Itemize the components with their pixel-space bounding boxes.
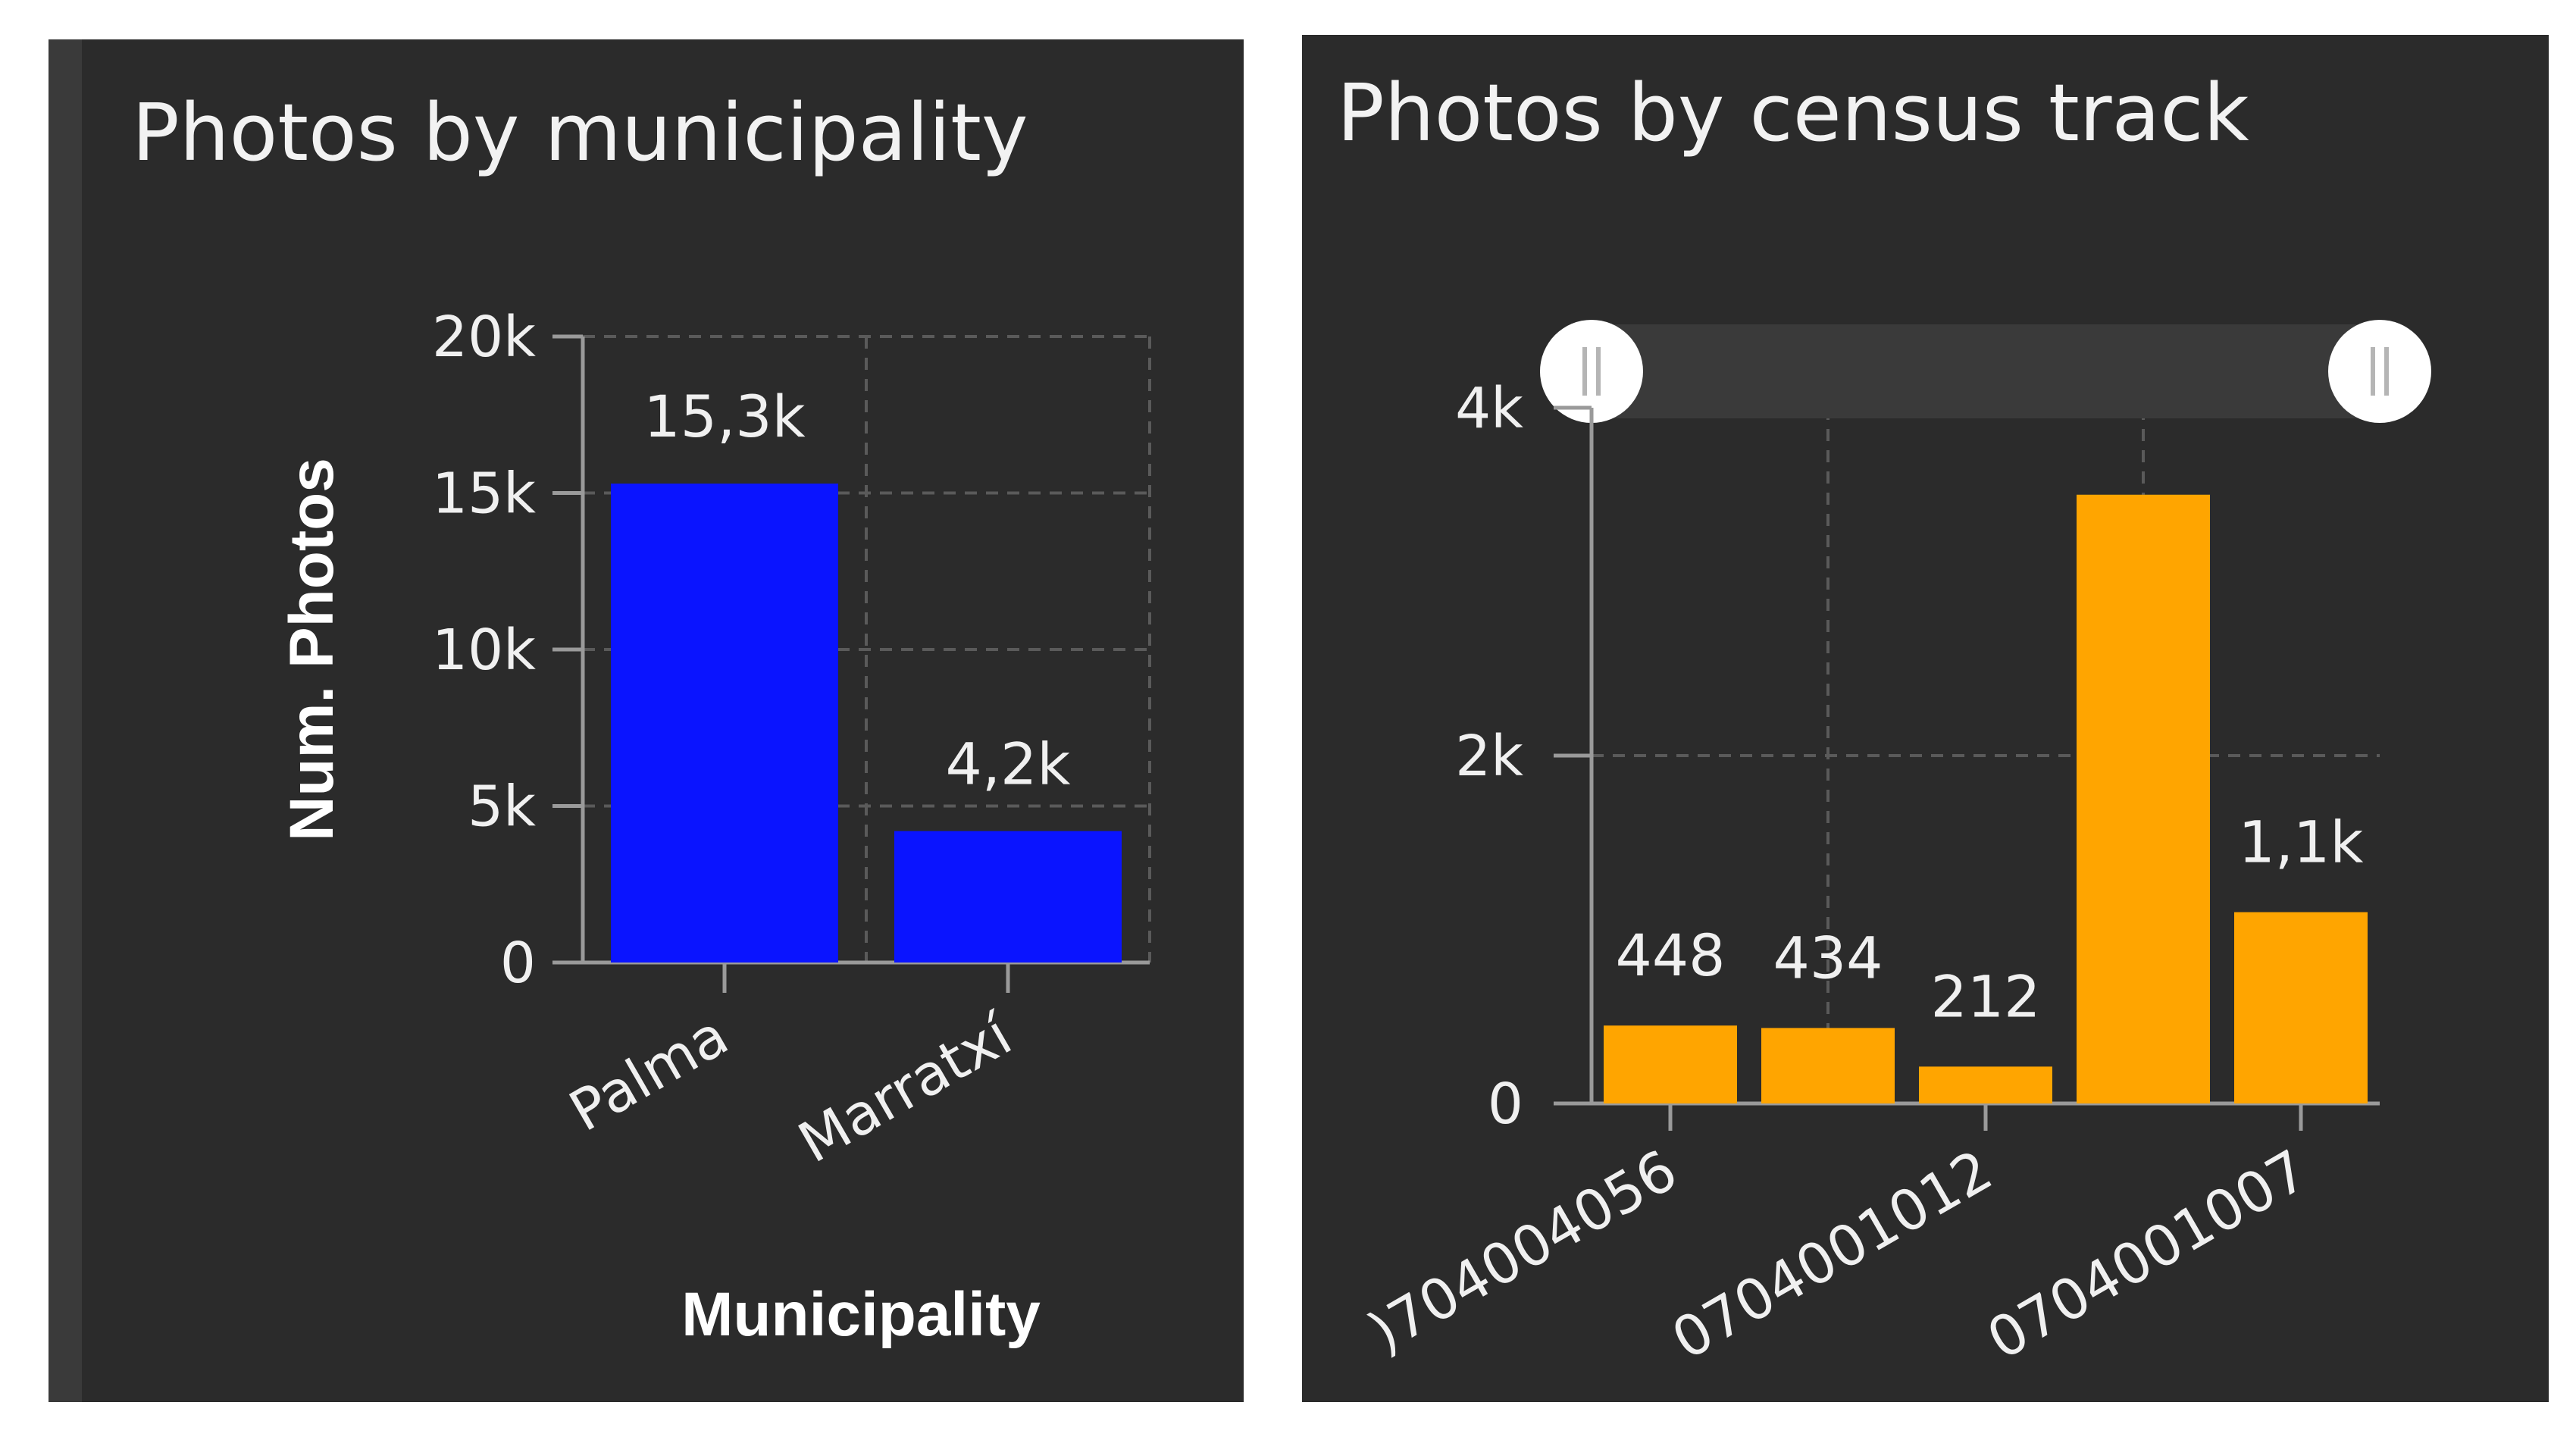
- x-tick-label: 0704001007: [1977, 1138, 2318, 1373]
- chart-title: Photos by municipality: [132, 86, 1028, 179]
- y-tick-label: 20k: [432, 305, 536, 370]
- data-label: 1,1k: [2239, 809, 2364, 876]
- x-tick-label: )704004056: [1358, 1138, 1688, 1366]
- x-axis-title: Municipality: [681, 1280, 1041, 1349]
- data-label: 212: [1930, 963, 2040, 1030]
- data-label: 4,2k: [946, 731, 1071, 798]
- bar: [611, 484, 838, 963]
- y-tick-label: 15k: [432, 462, 536, 527]
- census-track-bar-chart: 0 2k 4k 448 434 212 1,1k )704004056070400101207…: [1358, 320, 2431, 1373]
- bar: [894, 831, 1122, 963]
- data-label: 15,3k: [643, 383, 805, 450]
- x-tick-label: Marratxí: [788, 1002, 1024, 1175]
- chart-title: Photos by census track: [1337, 67, 2249, 159]
- x-tick-label: Palma: [559, 1003, 739, 1144]
- y-tick-label: 0: [500, 931, 536, 996]
- range-slider-end-handle[interactable]: [2328, 320, 2431, 423]
- y-tick-label: 2k: [1455, 724, 1523, 789]
- y-tick-label: 0: [1488, 1072, 1523, 1137]
- data-label: 434: [1773, 924, 1883, 991]
- y-tick-label: 4k: [1455, 376, 1523, 441]
- data-label: 448: [1615, 922, 1725, 989]
- bar: [1761, 1028, 1895, 1103]
- chart-panel-municipality: Photos by municipality 0 5k 10k 15k 20k 15,3k…: [49, 39, 1244, 1402]
- x-tick-label: 0704001012: [1661, 1138, 2003, 1373]
- y-axis-title: Num. Photos: [277, 458, 346, 841]
- range-slider-start-handle[interactable]: [1540, 320, 1643, 423]
- bar: [2077, 494, 2210, 1103]
- chart-panel-census-track: Photos by census track 0 2k 4k 448 434 212 1,1…: [1302, 35, 2549, 1402]
- bar: [1919, 1066, 2052, 1103]
- municipality-bar-chart: 0 5k 10k 15k 20k 15,3k Palma 4,2k Marratxí Num. P…: [277, 305, 1151, 1349]
- bar: [2234, 912, 2368, 1103]
- bar: [1604, 1025, 1737, 1103]
- y-tick-label: 10k: [432, 618, 536, 683]
- range-slider-track[interactable]: [1592, 324, 2380, 418]
- y-tick-label: 5k: [468, 775, 536, 840]
- panel-edge: [49, 39, 82, 1402]
